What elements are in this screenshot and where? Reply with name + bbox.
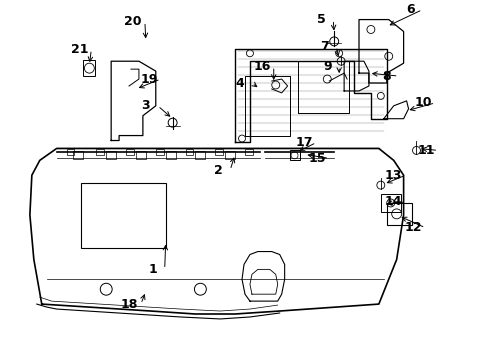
Bar xyxy=(126,149,134,156)
Text: 21: 21 xyxy=(71,43,88,56)
Text: 19: 19 xyxy=(140,73,157,86)
Bar xyxy=(156,149,163,156)
Bar xyxy=(289,150,299,160)
Bar xyxy=(215,149,223,156)
Bar xyxy=(244,149,252,156)
Text: 15: 15 xyxy=(308,152,325,165)
Bar xyxy=(136,152,145,159)
Text: 3: 3 xyxy=(141,99,150,112)
Text: 7: 7 xyxy=(319,40,328,53)
Text: 17: 17 xyxy=(295,136,313,149)
Text: 11: 11 xyxy=(417,144,434,157)
Text: 20: 20 xyxy=(124,15,142,28)
Text: 16: 16 xyxy=(253,60,270,73)
Text: 10: 10 xyxy=(414,96,431,109)
Text: 1: 1 xyxy=(148,263,157,276)
Bar xyxy=(66,149,74,156)
Bar xyxy=(386,203,411,225)
Bar xyxy=(106,152,116,159)
Text: 6: 6 xyxy=(406,3,414,16)
Text: 14: 14 xyxy=(384,195,402,208)
Bar xyxy=(224,152,235,159)
Text: 4: 4 xyxy=(235,77,244,90)
Text: 2: 2 xyxy=(213,164,222,177)
Bar xyxy=(73,152,83,159)
Text: 9: 9 xyxy=(322,60,331,73)
Text: 12: 12 xyxy=(404,221,422,234)
Text: 18: 18 xyxy=(120,298,138,311)
Bar xyxy=(165,152,175,159)
Bar xyxy=(185,149,193,156)
Text: 5: 5 xyxy=(316,13,325,26)
Text: 13: 13 xyxy=(384,169,402,182)
Bar xyxy=(195,152,205,159)
Bar xyxy=(380,194,400,212)
Bar xyxy=(96,149,104,156)
Text: 8: 8 xyxy=(382,69,390,82)
Bar xyxy=(83,60,95,76)
